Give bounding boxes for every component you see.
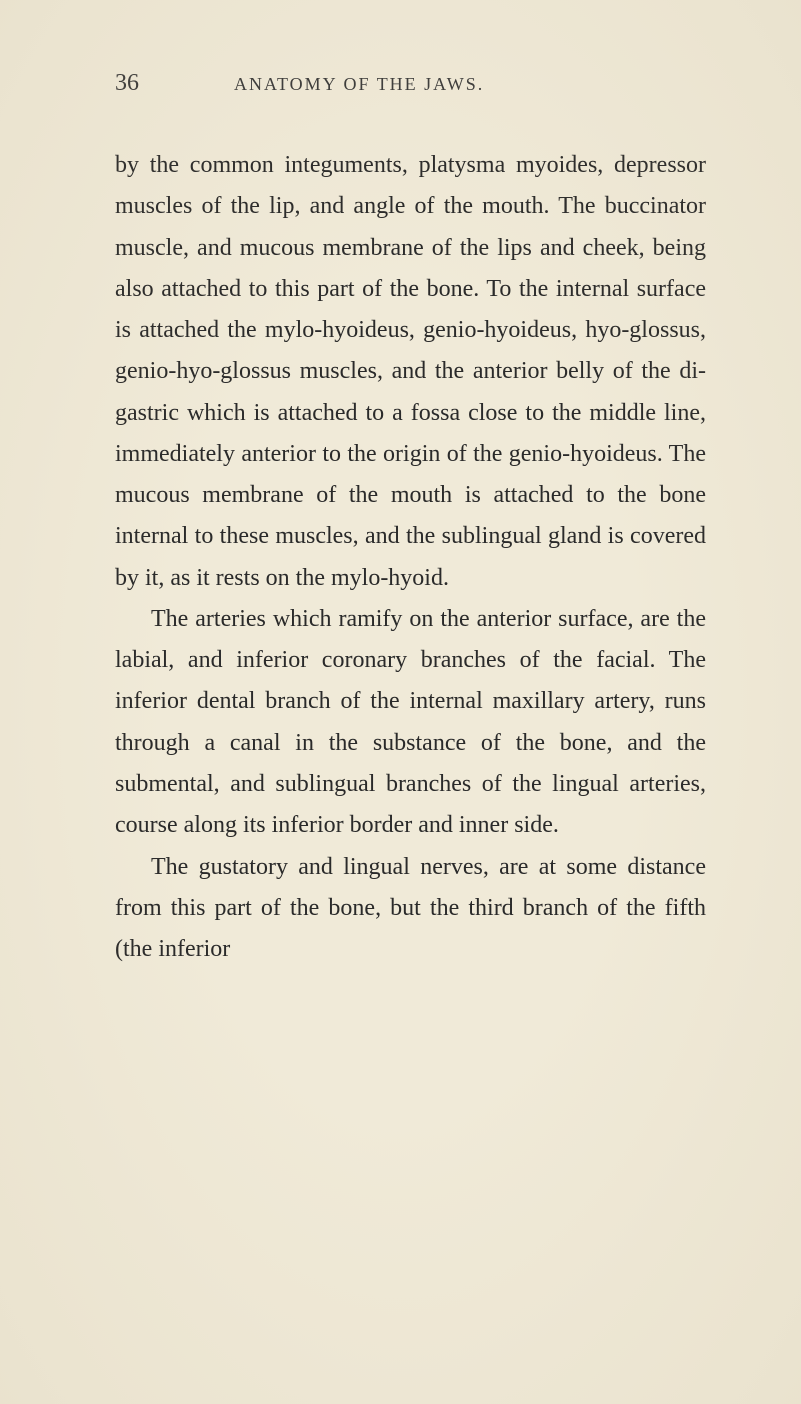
page-header: 36 ANATOMY OF THE JAWS. — [115, 70, 706, 97]
page-number: 36 — [115, 70, 139, 97]
paragraph: The gustatory and lingual nerves, are at… — [115, 847, 706, 971]
body-text: by the common integuments, platysma myoi… — [115, 145, 706, 970]
paragraph: by the common integuments, platysma myoi… — [115, 145, 706, 599]
running-head: ANATOMY OF THE JAWS. — [234, 74, 484, 95]
paragraph: The arteries which ramify on the anterio… — [115, 599, 706, 847]
book-page: 36 ANATOMY OF THE JAWS. by the common in… — [0, 0, 801, 1404]
